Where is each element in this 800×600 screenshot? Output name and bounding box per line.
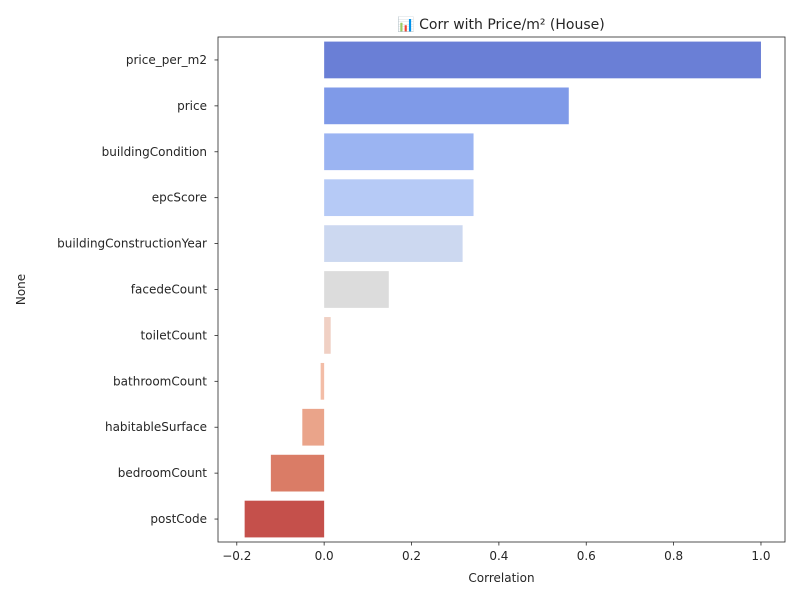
chart-title: 📊 Corr with Price/m² (House)	[397, 16, 604, 33]
y-tick-label: buildingCondition	[102, 145, 207, 159]
x-tick-label: 0.0	[315, 549, 334, 563]
x-tick-label: 0.8	[664, 549, 683, 563]
y-tick-label: postCode	[150, 512, 207, 526]
y-tick-label: epcScore	[152, 191, 207, 205]
bar-buildingConstructionYear	[324, 225, 463, 262]
y-tick-label: toiletCount	[141, 328, 208, 342]
x-tick-label: −0.2	[222, 549, 251, 563]
x-tick-label: 1.0	[751, 549, 770, 563]
bars-layer	[244, 41, 761, 538]
bar-postCode	[244, 500, 325, 538]
bar-toiletCount	[324, 317, 331, 354]
bar-price	[324, 87, 569, 125]
y-axis-label: None	[14, 274, 28, 305]
x-tick-label: 0.6	[577, 549, 596, 563]
bar-bedroomCount	[270, 454, 325, 492]
x-tick-label: 0.4	[489, 549, 508, 563]
x-ticks: −0.2 0.0 0.2 0.4 0.6 0.8 1.0	[222, 542, 771, 563]
bar-epcScore	[324, 179, 474, 217]
x-axis-label: Correlation	[468, 571, 534, 585]
bar-buildingCondition	[324, 133, 474, 171]
bar-habitableSurface	[302, 408, 325, 446]
plot-frame	[217, 36, 786, 543]
y-tick-label: habitableSurface	[105, 420, 207, 434]
y-tick-label: facedeCount	[131, 283, 207, 297]
x-tick-label: 0.2	[402, 549, 421, 563]
bar-price_per_m2	[324, 41, 761, 79]
bar-facedeCount	[324, 271, 389, 308]
bar-bathroomCount	[320, 362, 325, 400]
y-tick-label: price	[177, 99, 207, 113]
y-tick-label: bathroomCount	[113, 374, 207, 388]
y-tick-label: bedroomCount	[118, 466, 208, 480]
y-tick-label: price_per_m2	[126, 53, 207, 67]
y-tick-label: buildingConstructionYear	[57, 237, 207, 251]
